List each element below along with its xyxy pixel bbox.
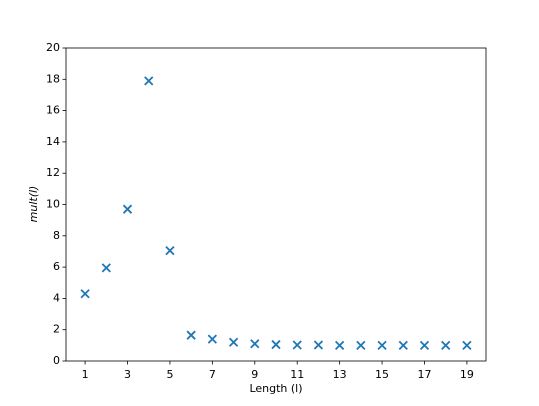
marker: [101, 263, 111, 273]
y-tick-label: 8: [53, 229, 60, 242]
marker: [462, 340, 472, 350]
marker: [186, 330, 196, 340]
x-tick-label: 19: [460, 368, 474, 381]
marker: [292, 340, 302, 350]
y-tick-label: 12: [46, 166, 60, 179]
x-tick-label: 7: [209, 368, 216, 381]
y-tick-label: 18: [46, 72, 60, 85]
x-tick-label: 17: [417, 368, 431, 381]
marker: [144, 76, 154, 86]
marker: [398, 340, 408, 350]
y-tick-label: 4: [53, 291, 60, 304]
marker: [165, 246, 175, 256]
y-tick-label: 16: [46, 104, 60, 117]
x-tick-label: 9: [251, 368, 258, 381]
plot-frame: [65, 47, 487, 362]
marker: [441, 340, 451, 350]
marker: [419, 340, 430, 350]
y-axis-label: mult(l): [27, 186, 40, 223]
y-tick-label: 10: [46, 198, 60, 211]
marker: [377, 340, 387, 350]
marker: [356, 340, 366, 350]
y-tick-label: 20: [46, 41, 60, 54]
x-tick-label: 15: [375, 368, 389, 381]
marker: [80, 289, 90, 299]
y-tick-label: 6: [53, 260, 60, 273]
x-tick-label: 11: [290, 368, 304, 381]
marker: [334, 340, 345, 350]
marker: [207, 334, 218, 344]
marker: [313, 340, 324, 350]
x-tick-label: 13: [333, 368, 347, 381]
x-tick-label: 3: [124, 368, 131, 381]
marker: [122, 204, 133, 214]
marker: [271, 339, 281, 350]
x-tick-label: 1: [82, 368, 89, 381]
x-tick-label: 5: [166, 368, 173, 381]
y-tick-label: 14: [46, 135, 60, 148]
marker: [250, 339, 260, 349]
x-axis-label: Length (l): [249, 382, 302, 395]
y-tick-label: 2: [53, 323, 60, 336]
y-tick-label: 0: [53, 354, 60, 367]
marker: [228, 337, 239, 347]
